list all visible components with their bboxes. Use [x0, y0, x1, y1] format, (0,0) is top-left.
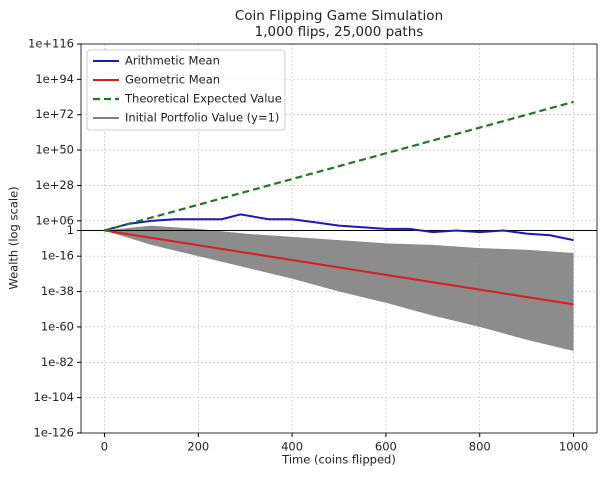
series-line: [104, 213, 574, 242]
plot-frame: [80, 43, 598, 434]
x-tick-label: 1000: [559, 440, 588, 454]
y-tick-label: 1e-126: [34, 426, 75, 440]
paths-band: [104, 225, 574, 352]
y-axis-label: Wealth (log scale): [7, 186, 21, 289]
y-tick-label: 1e+72: [35, 107, 74, 121]
y-tick-label: 1e+116: [28, 37, 74, 51]
x-tick-label: 400: [281, 440, 303, 454]
legend-label: Arithmetic Mean: [125, 54, 220, 68]
y-tick-label: 1e+28: [35, 178, 74, 192]
y-tick-label: 1e-104: [34, 390, 75, 404]
legend-label: Theoretical Expected Value: [124, 92, 282, 106]
legend-label: Geometric Mean: [125, 73, 220, 87]
y-tick-label: 1e+06: [35, 213, 74, 227]
x-tick-label: 0: [101, 440, 108, 454]
series-line: [104, 229, 574, 306]
x-tick-label: 200: [187, 440, 209, 454]
y-tick-label: 1e-82: [41, 355, 74, 369]
x-tick-label: 800: [469, 440, 491, 454]
legend: Arithmetic Mean Geometric Mean Theoretical…: [86, 49, 286, 131]
y-tick-label: 1e-38: [41, 284, 74, 298]
y-tick-label: 1e-60: [41, 319, 74, 333]
x-tick-label: 600: [375, 440, 397, 454]
legend-label: Initial Portfolio Value (y=1): [125, 111, 279, 125]
chart-subtitle: 1,000 flips, 25,000 paths: [255, 24, 424, 40]
y-tick-label: 1: [67, 223, 74, 237]
legend-box: [86, 49, 286, 131]
y-tick-label: 1e+94: [35, 72, 74, 86]
x-axis-label: Time (coins flipped): [281, 453, 396, 467]
y-tick-label: 1e-16: [41, 249, 74, 263]
series-line: [104, 100, 574, 232]
y-tick-label: 1e+50: [35, 143, 74, 157]
chart-title: Coin Flipping Game Simulation: [235, 8, 443, 24]
